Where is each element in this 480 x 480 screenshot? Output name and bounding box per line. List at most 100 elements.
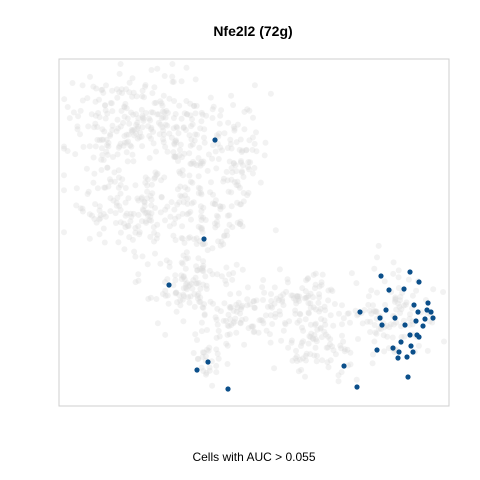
background-cell-point	[440, 289, 447, 295]
background-cell-point	[224, 212, 231, 219]
background-cell-point	[204, 327, 210, 333]
background-cell-point	[231, 127, 238, 134]
background-cell-point	[317, 325, 324, 332]
background-cell-point	[141, 203, 148, 209]
highlighted-cell-point	[357, 309, 363, 315]
background-cell-point	[191, 102, 197, 109]
background-cell-point	[298, 343, 304, 349]
background-cell-point	[209, 200, 216, 207]
background-cell-point	[148, 196, 155, 203]
background-cell-point	[219, 203, 226, 210]
background-cell-point	[140, 115, 147, 122]
background-cell-point	[195, 295, 201, 302]
highlighted-cell-point	[408, 343, 414, 349]
background-cell-point	[145, 123, 152, 130]
background-cell-point	[229, 276, 236, 283]
background-cell-point	[140, 117, 147, 124]
background-cell-point	[187, 160, 194, 167]
background-cell-point	[87, 73, 93, 80]
background-cell-point	[241, 341, 248, 348]
background-cell-point	[128, 213, 135, 220]
background-cell-point	[392, 295, 399, 302]
background-cell-point	[400, 317, 407, 324]
background-cell-point	[193, 235, 200, 242]
background-cell-point	[243, 146, 250, 153]
background-cell-point	[225, 119, 232, 126]
background-cell-point	[77, 107, 84, 114]
background-cell-point	[264, 303, 271, 310]
background-cell-point	[189, 285, 196, 292]
background-cell-point	[228, 145, 235, 152]
background-cell-point	[178, 193, 185, 200]
background-cell-point	[212, 197, 219, 204]
background-cell-point	[177, 192, 184, 199]
background-cell-point	[176, 152, 183, 159]
background-cell-point	[369, 360, 376, 367]
background-cell-point	[184, 111, 191, 118]
background-cell-point	[241, 126, 248, 133]
background-cell-point	[321, 317, 328, 324]
background-cell-point	[318, 282, 325, 288]
background-cell-point	[329, 343, 335, 350]
background-cell-point	[212, 148, 219, 155]
background-cell-point	[371, 338, 378, 345]
background-cell-point	[186, 282, 193, 288]
background-cell-point	[217, 203, 223, 210]
background-cell-point	[158, 194, 165, 201]
background-cell-point	[271, 365, 278, 372]
highlighted-cell-point	[402, 322, 408, 328]
background-cell-point	[94, 136, 101, 143]
background-cell-point	[213, 165, 220, 172]
highlighted-cell-point	[383, 307, 389, 313]
background-cell-point	[209, 106, 216, 113]
background-cell-point	[199, 267, 206, 274]
background-cell-point	[197, 224, 204, 231]
background-cell-point	[96, 203, 103, 210]
background-cell-point	[288, 339, 295, 346]
background-cell-point	[92, 201, 99, 208]
background-cell-point	[61, 96, 68, 103]
background-cell-point	[321, 303, 328, 310]
background-cell-point	[79, 205, 86, 212]
background-cell-point	[141, 198, 148, 205]
background-cell-point	[98, 156, 105, 163]
background-cell-point	[99, 86, 106, 93]
background-cell-point	[267, 90, 274, 97]
background-cell-point	[102, 102, 108, 109]
background-cell-point	[233, 182, 240, 189]
background-cell-point	[177, 141, 184, 148]
background-cell-point	[230, 320, 237, 327]
background-cell-point	[93, 219, 100, 226]
background-cell-point	[237, 319, 244, 326]
highlighted-cell-point	[414, 332, 420, 338]
background-cell-point	[233, 139, 240, 146]
background-cell-point	[258, 317, 264, 323]
background-cell-point	[122, 185, 129, 191]
background-cell-point	[94, 185, 101, 192]
background-cell-point	[86, 235, 93, 242]
background-cell-point	[85, 188, 92, 195]
background-cell-point	[372, 309, 379, 315]
background-cell-point	[300, 338, 307, 345]
background-cell-point	[203, 371, 209, 378]
background-cell-point	[110, 197, 117, 204]
background-cell-point	[192, 274, 199, 281]
background-cell-point	[197, 162, 204, 169]
background-cell-point	[286, 318, 293, 325]
background-cell-point	[184, 255, 191, 262]
background-cell-point	[294, 358, 301, 364]
background-cell-point	[109, 122, 116, 129]
background-cell-point	[210, 103, 217, 110]
background-cell-point	[382, 301, 389, 308]
background-cell-point	[328, 286, 335, 293]
background-cell-point	[292, 307, 299, 314]
background-cell-point	[61, 172, 67, 179]
background-cell-point	[261, 152, 268, 159]
background-cell-point	[313, 358, 320, 365]
background-cell-point	[178, 272, 185, 279]
background-cell-point	[126, 234, 133, 241]
background-cell-point	[121, 139, 128, 146]
background-cell-point	[206, 267, 213, 274]
background-cell-point	[104, 110, 111, 117]
background-cell-point	[340, 315, 347, 322]
